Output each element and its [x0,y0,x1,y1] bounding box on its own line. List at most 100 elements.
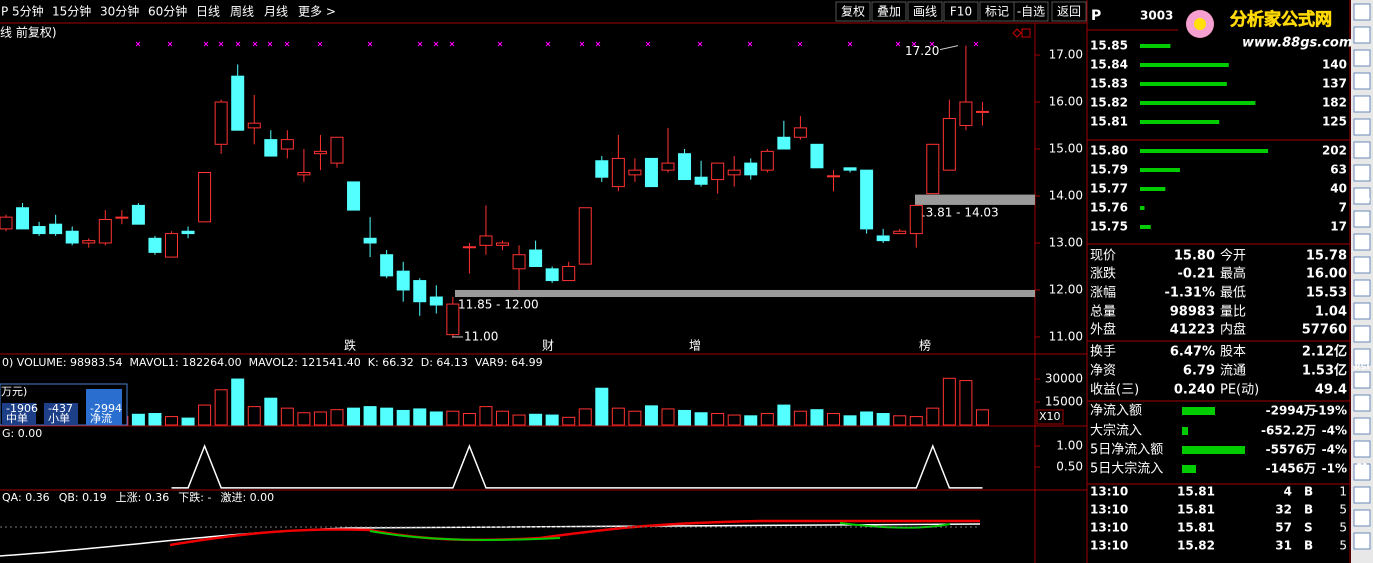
side-icon[interactable] [1353,118,1371,136]
y-tick-label: 30000 [1045,372,1083,386]
volume-bar [959,380,973,426]
band-label: 13.81 - 14.03 [918,206,999,220]
volume-bar [860,411,874,426]
tab[interactable]: 15分钟 [52,4,91,19]
button-label[interactable]: 复权 [841,5,865,19]
qa-header: QA: 0.36 [2,491,50,504]
stat-value: 15.53 [1306,286,1347,301]
flow-row-pct: -19% [1313,404,1347,418]
volume-header: VAR9: 64.99 [475,356,543,369]
trade-side: B [1304,485,1313,499]
book-price: 15.76 [1090,201,1128,215]
tab[interactable]: 5分钟 [12,4,44,19]
candle-body [280,139,294,150]
high-marker [939,45,959,51]
quote-code: 3003 [1140,9,1173,23]
side-icon[interactable] [1353,210,1371,228]
tab[interactable]: 60分钟 [148,4,187,19]
side-icon[interactable] [1353,26,1371,44]
low-marker-label: 11.00 [464,329,498,343]
side-icon-label[interactable]: F10 [1354,196,1371,205]
button-label[interactable]: 返回 [1057,5,1081,19]
button[interactable] [1051,1,1087,22]
book-price: 15.77 [1090,182,1128,196]
trade-count: 5 [1339,503,1347,517]
side-icon[interactable] [1353,348,1371,366]
side-icon[interactable] [1353,141,1371,159]
side-icon[interactable] [1353,279,1371,297]
rise-line [369,522,951,541]
trade-count: 5 [1339,539,1347,553]
side-icon[interactable] [1353,233,1371,251]
button[interactable] [943,1,979,22]
side-icon[interactable] [1353,440,1371,458]
volume-bar [578,408,592,426]
side-icon[interactable] [1353,164,1371,182]
side-icon-label[interactable]: RSI [1355,363,1370,372]
mode: P [1,5,8,19]
side-icon[interactable] [1353,187,1371,205]
side-icon-label[interactable]: F12 [1354,264,1371,273]
candle-body [363,237,377,244]
button[interactable] [871,1,907,22]
stat-label: 涨幅 [1090,286,1116,301]
side-icon[interactable] [1353,417,1371,435]
side-icon[interactable] [1353,394,1371,412]
marker [449,41,455,47]
flow-row-bar [1182,446,1245,454]
side-icon[interactable] [1353,463,1371,481]
marker [267,41,273,47]
y-tick-label: 12.00 [1049,282,1083,296]
button-label[interactable]: 标记 [985,5,1009,19]
trade-volume: 4 [1284,485,1292,499]
tab[interactable]: 更多 > [298,5,336,19]
event-label: 跌 [344,338,356,353]
side-icon[interactable] [1353,256,1371,274]
side-icon[interactable] [1353,302,1371,320]
flow-row-value: -2994万 [1266,404,1316,418]
button[interactable] [835,1,871,22]
side-icon[interactable] [1353,371,1371,389]
tab[interactable]: 月线 [264,5,288,19]
volume-bar [496,410,509,426]
flow-cell [86,389,122,425]
candle-body [678,153,692,181]
candle-body [694,176,708,185]
button-label[interactable]: -自选 [1017,5,1045,19]
side-icon[interactable] [1353,509,1371,527]
candle-body [827,175,840,178]
side-icon[interactable] [1353,486,1371,504]
trade-time: 13:10 [1090,521,1128,535]
button[interactable] [907,1,943,22]
candle-body [115,216,129,219]
side-icon-label[interactable]: F5 [1356,463,1367,472]
marker [252,41,258,47]
volume-bar [711,413,725,426]
button-label[interactable]: 叠加 [877,5,901,19]
side-icon[interactable] [1353,325,1371,343]
tab[interactable]: 日线 [196,5,220,19]
trade-price: 15.81 [1177,485,1215,499]
button-label[interactable]: F10 [950,5,972,19]
tab[interactable]: 周线 [230,5,254,19]
flow-row-label: 大宗流入 [1090,423,1142,439]
flow-value: -1906 [6,402,38,415]
candle-body [148,237,162,253]
button[interactable] [1013,1,1049,22]
side-icon[interactable] [1353,3,1371,21]
button-label[interactable]: 画线 [913,5,937,19]
marker [167,41,173,47]
volume-bar [611,407,625,426]
tab[interactable]: 30分钟 [100,4,139,19]
candle-body [0,216,13,230]
candle-body [330,136,344,164]
trade-time: 13:10 [1090,539,1128,553]
side-icon[interactable] [1353,532,1371,550]
book-price: 15.79 [1090,163,1128,177]
side-icon[interactable] [1353,72,1371,90]
side-icon[interactable] [1353,95,1371,113]
candle-body [644,157,658,188]
side-icon[interactable] [1353,49,1371,67]
stat-value: 1.04 [1315,305,1347,320]
volume-bar [595,387,609,426]
